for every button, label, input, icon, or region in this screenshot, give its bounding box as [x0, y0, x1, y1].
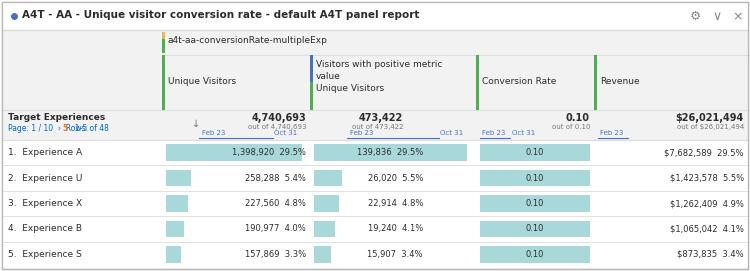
Text: Oct 31: Oct 31: [512, 130, 535, 136]
Text: ⚙: ⚙: [690, 10, 701, 23]
Text: ×: ×: [732, 10, 742, 23]
Bar: [166, 246, 182, 263]
Text: 5.  Experience S: 5. Experience S: [8, 250, 82, 259]
Text: 139,836  29.5%: 139,836 29.5%: [357, 148, 423, 157]
Text: value: value: [316, 72, 340, 81]
Text: 0.10: 0.10: [526, 250, 544, 259]
Bar: [162, 39, 165, 53]
Text: 0.10: 0.10: [526, 199, 544, 208]
Text: $1,262,409  4.9%: $1,262,409 4.9%: [670, 199, 744, 208]
Text: 22,914  4.8%: 22,914 4.8%: [368, 199, 423, 208]
Bar: [480, 144, 590, 161]
Text: 0.10: 0.10: [526, 224, 544, 233]
Text: $1,065,042  4.1%: $1,065,042 4.1%: [670, 224, 744, 233]
Text: ↓: ↓: [192, 119, 200, 129]
Text: 227,560  4.8%: 227,560 4.8%: [245, 199, 306, 208]
Text: Target Experiences: Target Experiences: [8, 113, 105, 122]
Text: 1.  Experience A: 1. Experience A: [8, 148, 82, 157]
Text: 0.10: 0.10: [526, 148, 544, 157]
Bar: [162, 55, 165, 110]
Text: out of 473,422: out of 473,422: [352, 124, 403, 130]
Bar: [2, 191, 748, 216]
Bar: [2, 30, 748, 140]
Text: Oct 31: Oct 31: [274, 130, 297, 136]
Bar: [2, 2, 748, 30]
Text: a4t-aa-conversionRate-multipleExp: a4t-aa-conversionRate-multipleExp: [168, 36, 328, 45]
Text: 0.10: 0.10: [526, 174, 544, 183]
Bar: [314, 195, 339, 212]
Bar: [476, 55, 479, 110]
Text: Visitors with positive metric: Visitors with positive metric: [316, 60, 442, 69]
Text: out of 4,740,693: out of 4,740,693: [248, 124, 306, 130]
Text: 157,869  3.3%: 157,869 3.3%: [244, 250, 306, 259]
Text: 19,240  4.1%: 19,240 4.1%: [368, 224, 423, 233]
Bar: [166, 195, 188, 212]
Text: Conversion Rate: Conversion Rate: [482, 78, 556, 86]
Text: 4.  Experience B: 4. Experience B: [8, 224, 82, 233]
Text: Feb 23: Feb 23: [600, 130, 623, 136]
Bar: [2, 242, 748, 267]
Text: Page: 1 / 10  ›  Rows:: Page: 1 / 10 › Rows:: [8, 124, 91, 133]
Text: 26,020  5.5%: 26,020 5.5%: [368, 174, 423, 183]
Text: Unique Visitors: Unique Visitors: [316, 84, 384, 93]
Text: Feb 23: Feb 23: [350, 130, 374, 136]
Bar: [162, 32, 165, 39]
Text: 258,288  5.4%: 258,288 5.4%: [245, 174, 306, 183]
Bar: [314, 170, 342, 186]
Bar: [166, 170, 190, 186]
Bar: [2, 140, 748, 165]
Bar: [2, 110, 748, 140]
Text: Revenue: Revenue: [600, 78, 640, 86]
Text: $26,021,494: $26,021,494: [676, 113, 744, 123]
Text: Oct 31: Oct 31: [440, 130, 464, 136]
Bar: [2, 165, 748, 191]
Text: $873,835  3.4%: $873,835 3.4%: [677, 250, 744, 259]
Text: 2.  Experience U: 2. Experience U: [8, 174, 82, 183]
Text: 5: 5: [62, 124, 68, 133]
Text: 473,422: 473,422: [358, 113, 403, 123]
Text: A4T - AA - Unique visitor conversion rate - default A4T panel report: A4T - AA - Unique visitor conversion rat…: [22, 10, 419, 20]
Bar: [314, 221, 334, 237]
Text: 190,977  4.0%: 190,977 4.0%: [245, 224, 306, 233]
Text: Feb 23: Feb 23: [202, 130, 225, 136]
Bar: [166, 221, 184, 237]
Text: ∨: ∨: [712, 10, 722, 23]
Text: $7,682,589  29.5%: $7,682,589 29.5%: [664, 148, 744, 157]
Text: out of $26,021,494: out of $26,021,494: [676, 124, 744, 130]
Text: Unique Visitors: Unique Visitors: [168, 78, 236, 86]
Text: 4,740,693: 4,740,693: [251, 113, 306, 123]
Bar: [480, 221, 590, 237]
Text: 3.  Experience X: 3. Experience X: [8, 199, 82, 208]
Text: 1-5 of 48: 1-5 of 48: [70, 124, 109, 133]
Text: 15,907  3.4%: 15,907 3.4%: [368, 250, 423, 259]
Bar: [2, 216, 748, 242]
Text: out of 0.10: out of 0.10: [551, 124, 590, 130]
Bar: [480, 246, 590, 263]
Bar: [310, 82, 313, 110]
Bar: [480, 170, 590, 186]
Text: 0.10: 0.10: [566, 113, 590, 123]
Bar: [166, 144, 302, 161]
Text: 1,398,920  29.5%: 1,398,920 29.5%: [232, 148, 306, 157]
Bar: [314, 246, 332, 263]
Text: $1,423,578  5.5%: $1,423,578 5.5%: [670, 174, 744, 183]
Text: Feb 23: Feb 23: [482, 130, 506, 136]
Bar: [310, 55, 313, 82]
Bar: [314, 144, 467, 161]
Bar: [594, 55, 597, 110]
Bar: [480, 195, 590, 212]
